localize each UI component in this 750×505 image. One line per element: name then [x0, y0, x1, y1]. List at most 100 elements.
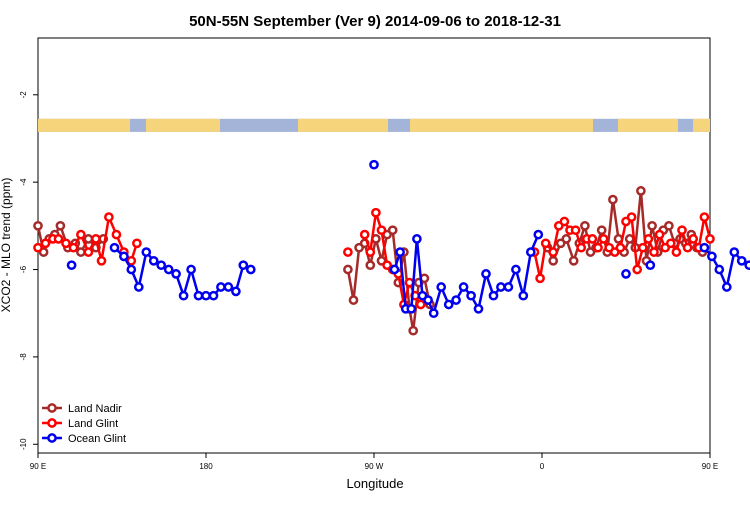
- series-2-point-2-18: [511, 264, 521, 275]
- legend-marker-1: [47, 418, 57, 428]
- series-2-point-0-0: [66, 260, 77, 271]
- series-0-point-1-4: [365, 260, 376, 271]
- series-2-point-1-1: [119, 251, 129, 262]
- series-0-point-2-16: [636, 186, 646, 196]
- y-tick-label-1: -4: [19, 178, 28, 186]
- series-0-point-1-1: [348, 295, 359, 305]
- legend-label-0: Land Nadir: [68, 403, 122, 415]
- land-band-4: [618, 118, 678, 132]
- x-axis-label: Longitude: [346, 476, 403, 491]
- y-tick-label-3: -8: [19, 353, 28, 361]
- x-tick-label-1: 180: [199, 462, 213, 471]
- series-1-point-0-14: [132, 238, 142, 249]
- y-tick-label-2: -6: [19, 265, 28, 273]
- land-band-3: [410, 118, 593, 132]
- series-2-point-2-3: [406, 303, 417, 314]
- series-0-point-1-8: [387, 225, 398, 236]
- series-1-point-3-1: [535, 273, 545, 284]
- series-2-point-2-10: [451, 295, 461, 305]
- series-1-point-3-30: [699, 212, 710, 222]
- series-1-point-3-3: [548, 247, 559, 257]
- series-1-point-0-5: [68, 242, 79, 253]
- series-0-point-2-4: [568, 255, 579, 266]
- series-2-point-1-3: [133, 282, 144, 292]
- series-2-point-2-0: [389, 264, 400, 275]
- series-1-point-0-3: [53, 234, 64, 244]
- series-1-point-3-19: [637, 242, 648, 253]
- series-2-point-2-13: [473, 303, 484, 314]
- y-axis: -2 -4 -6 -8 -10: [19, 91, 38, 450]
- series-1-point-0-1: [40, 238, 51, 249]
- series-2-point-1-15: [223, 282, 234, 292]
- y-tick-label-0: -2: [19, 91, 28, 99]
- series-2-point-2-11: [458, 282, 469, 292]
- legend-marker-2: [47, 433, 57, 443]
- series-1-point-3-2: [540, 238, 551, 249]
- series-0-point-0-4: [55, 220, 66, 231]
- x-tick-label-0: 90 E: [30, 462, 46, 471]
- series-2-point-6-4: [729, 247, 740, 257]
- series-1-point-0-0: [33, 242, 43, 253]
- series-1-point-3-20: [643, 234, 654, 244]
- series-1-point-2-2: [371, 207, 381, 218]
- series-layer: [33, 159, 750, 336]
- series-1-point-0-4: [61, 238, 71, 249]
- series-2-point-2-15: [488, 290, 499, 301]
- series-1-point-3-17: [626, 212, 637, 222]
- series-2-point-1-13: [208, 290, 219, 301]
- x-tick-label-4: 90 E: [702, 462, 718, 471]
- series-1-point-3-10: [587, 234, 598, 244]
- x-axis: 90 E 180 90 W 0 90 E: [30, 453, 718, 471]
- legend-marker-0: [47, 403, 57, 413]
- series-2-point-1-12: [201, 290, 211, 301]
- land-band-0: [38, 118, 130, 132]
- legend: Land Nadir Land Glint Ocean Glint: [42, 403, 126, 445]
- series-1-point-2-10: [415, 299, 426, 310]
- series-2-point-1-16: [231, 286, 241, 297]
- series-0-point-1-12: [408, 325, 419, 336]
- series-1-point-3-21: [649, 247, 659, 257]
- series-2-point-6-1: [707, 251, 717, 262]
- series-2-point-1-8: [171, 269, 181, 279]
- series-2: [66, 159, 750, 319]
- series-1-point-1-0: [343, 247, 353, 257]
- series-2-point-1-11: [193, 290, 204, 301]
- series-2-point-2-12: [466, 290, 476, 301]
- series-2-point-1-10: [186, 264, 196, 275]
- land-band-5: [693, 118, 710, 132]
- series-1-point-3-25: [671, 247, 682, 257]
- series-0-point-0-7: [76, 247, 86, 257]
- series-2-point-2-6: [423, 295, 433, 305]
- series-2-point-6-5: [736, 255, 747, 266]
- series-0-point-2-18: [647, 220, 657, 231]
- series-1-point-0-9: [96, 255, 107, 266]
- series-1-point-3-27: [682, 242, 693, 253]
- series-1-point-2-1: [365, 247, 376, 257]
- series-2-point-5-0: [645, 260, 656, 271]
- series-2-point-2-21: [533, 229, 544, 240]
- series-2-point-6-0: [699, 242, 710, 253]
- series-1-point-3-8: [576, 242, 587, 253]
- series-2-point-1-6: [156, 260, 167, 271]
- chart-title: 50N-55N September (Ver 9) 2014-09-06 to …: [189, 13, 561, 30]
- legend-label-1: Land Glint: [68, 418, 118, 430]
- series-1-point-3-26: [677, 225, 687, 236]
- series-1-point-3-12: [598, 234, 609, 244]
- series-1-point-0-11: [111, 229, 122, 240]
- x-tick-label-3: 0: [540, 462, 545, 471]
- series-2-point-1-17: [238, 260, 249, 271]
- series-0-point-2-9: [596, 225, 607, 236]
- series-1-point-3-5: [559, 216, 570, 227]
- legend-label-2: Ocean Glint: [68, 433, 126, 445]
- series-2-point-6-3: [721, 282, 732, 292]
- series-1-point-3-31: [705, 234, 715, 244]
- series-2-point-1-7: [163, 264, 174, 275]
- series-2-point-4-0: [621, 269, 631, 279]
- series-2-point-2-4: [412, 234, 422, 244]
- y-tick-label-4: -10: [19, 438, 28, 450]
- series-2-point-2-1: [395, 247, 405, 257]
- x-tick-label-2: 90 W: [365, 462, 384, 471]
- series-2-point-2-16: [496, 282, 506, 292]
